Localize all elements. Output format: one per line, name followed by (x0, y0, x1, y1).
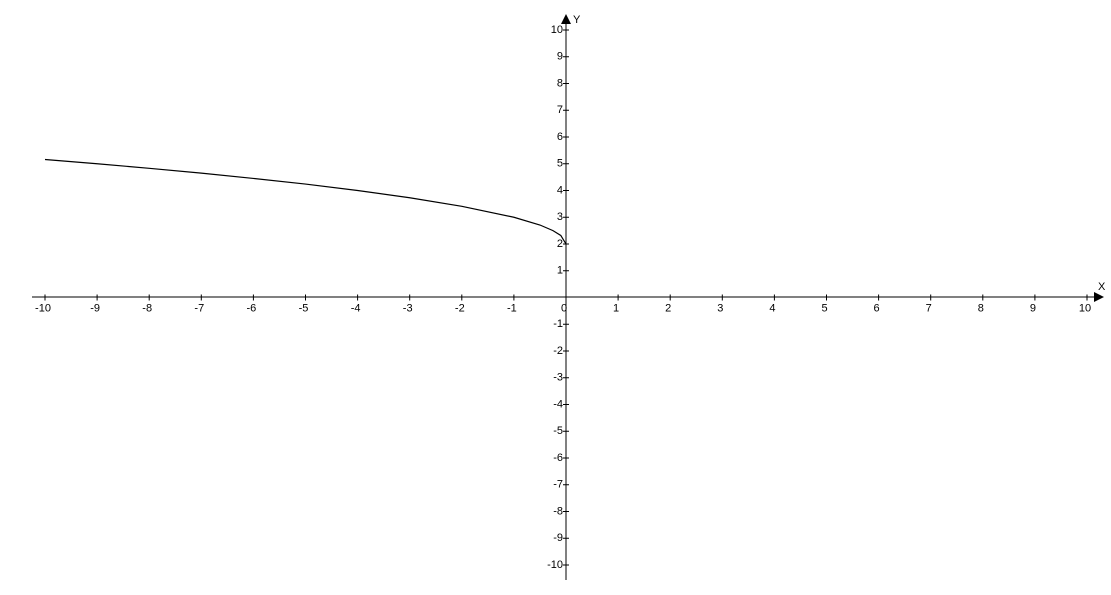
x-tick-label: -9 (90, 302, 100, 314)
x-tick-label: 4 (769, 302, 775, 314)
x-tick-label: -4 (351, 302, 361, 314)
x-tick-label: 1 (613, 302, 619, 314)
x-tick-label: -2 (455, 302, 465, 314)
x-axis-label: X (1098, 281, 1106, 293)
y-tick-label: -2 (553, 345, 563, 357)
x-tick-label: -3 (403, 302, 413, 314)
x-tick-label: 10 (1079, 302, 1091, 314)
y-tick-label: -7 (553, 479, 563, 491)
y-tick-label: -1 (553, 318, 563, 330)
x-tick-label: -6 (247, 302, 257, 314)
y-tick-label: -10 (547, 559, 563, 571)
y-tick-label: -6 (553, 452, 563, 464)
y-tick-label: -9 (553, 532, 563, 544)
x-tick-label: 2 (665, 302, 671, 314)
y-tick-label: -4 (553, 398, 563, 410)
y-tick-label: 9 (557, 51, 563, 63)
x-tick-label: -1 (507, 302, 517, 314)
x-tick-label: -7 (194, 302, 204, 314)
y-tick-label: -5 (553, 425, 563, 437)
x-tick-label: 3 (717, 302, 723, 314)
y-tick-label: 6 (557, 131, 563, 143)
x-tick-label: 7 (926, 302, 932, 314)
y-tick-label: 10 (551, 24, 563, 36)
x-tick-label: 5 (821, 302, 827, 314)
y-tick-label: 1 (557, 265, 563, 277)
curve (44, 158, 567, 245)
x-tick-label: 0 (561, 302, 567, 314)
x-arrow (1094, 292, 1104, 302)
y-tick-label: 7 (557, 104, 563, 116)
y-arrow (561, 14, 571, 24)
x-tick-label: -10 (35, 302, 51, 314)
y-tick-label: 3 (557, 211, 563, 223)
y-tick-label: 2 (557, 238, 563, 250)
y-tick-label: -8 (553, 505, 563, 517)
x-tick-label: -8 (142, 302, 152, 314)
y-tick-label: 5 (557, 158, 563, 170)
y-axis-label: Y (573, 14, 581, 26)
x-tick-label: 6 (874, 302, 880, 314)
x-tick-label: 8 (978, 302, 984, 314)
y-tick-label: 4 (557, 184, 563, 196)
y-tick-label: 8 (557, 77, 563, 89)
x-tick-label: -5 (299, 302, 309, 314)
x-tick-label: 9 (1030, 302, 1036, 314)
y-tick-label: -3 (553, 372, 563, 384)
